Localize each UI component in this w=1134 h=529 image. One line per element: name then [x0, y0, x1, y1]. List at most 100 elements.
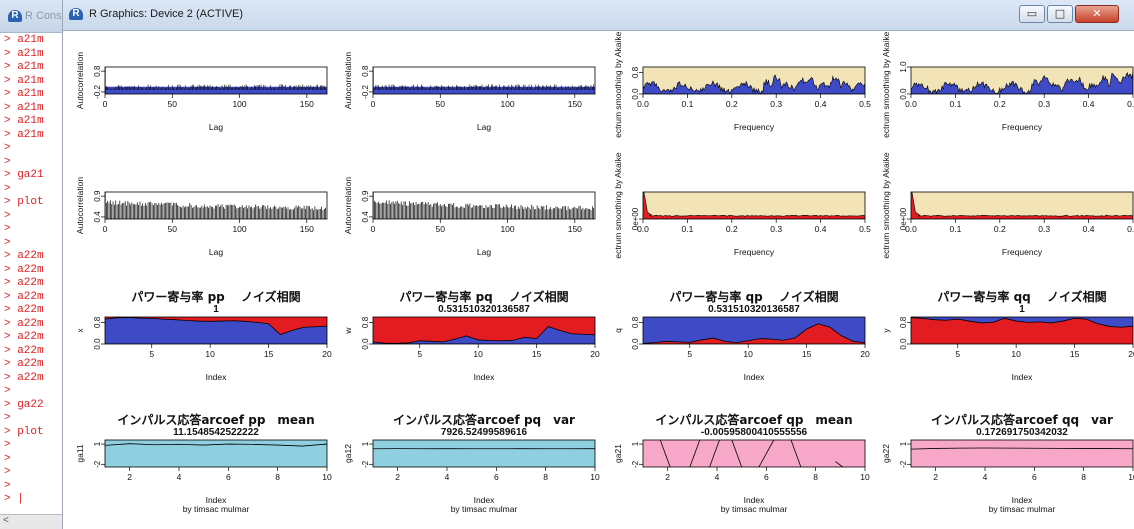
r-console-window[interactable]: R R Cons > a21m > a21m > a21m > a21m > a21m >… [0, 0, 63, 529]
x-tick-label: 0.5 [859, 99, 871, 109]
y-axis-label: w [343, 327, 353, 335]
x-axis-label: Index [474, 372, 496, 382]
y-axis-label: Autocorrelation [343, 52, 353, 109]
x-tick-label: 0 [103, 224, 108, 234]
console-line: > a22m [4, 331, 44, 343]
device-title-bar[interactable]: R R Graphics: Device 2 (ACTIVE) ▭ □ ✕ [63, 0, 1134, 31]
x-tick-label: 100 [232, 224, 246, 234]
plot-marks [373, 192, 595, 219]
close-icon: ✕ [1092, 7, 1102, 20]
x-axis-label: Frequency [734, 122, 775, 132]
console-output[interactable]: > a21m > a21m > a21m > a21m > a21m > a21m > a2… [4, 34, 62, 507]
x-tick-label: 6 [1032, 472, 1037, 482]
x-axis-label: Index [206, 372, 228, 382]
minimize-button[interactable]: ▭ [1019, 5, 1045, 23]
x-tick-label: 0 [103, 99, 108, 109]
impulse-segment [731, 440, 743, 467]
y-tick-label: -0.2 [93, 84, 102, 98]
scroll-left-arrow-icon[interactable]: < [3, 515, 9, 526]
x-tick-label: 10 [205, 349, 215, 359]
x-tick-label: 150 [300, 224, 314, 234]
x-tick-label: 0.2 [726, 224, 738, 234]
plot-frame [104, 316, 328, 345]
plot-marks [911, 71, 1133, 94]
x-tick-label: 6 [226, 472, 231, 482]
console-line: > [4, 155, 11, 168]
x-tick-label: 150 [568, 224, 582, 234]
plot-background [643, 192, 865, 219]
y-tick-label: 0.8 [631, 66, 640, 78]
console-line: > a22m [4, 317, 44, 330]
console-title: R Cons [25, 10, 62, 22]
spectrum-area [911, 192, 1133, 219]
chart-spec2: 0.0 0.1 0.2 0.3 0.4 0.5 0.0 1.0 Frequency ectrum … [881, 31, 1134, 138]
plot-canvas: 0 50 100 150 -0.2 0.8 Lag Autocorrelation 0 50 100… [63, 31, 1134, 529]
x-tick-label: 5 [687, 349, 692, 359]
close-button[interactable]: ✕ [1075, 5, 1119, 23]
y-axis-label: Autocorrelation [75, 52, 85, 109]
chart-title: インパルス応答arcoef pp mean [117, 412, 314, 427]
x-tick-label: 8 [275, 472, 280, 482]
console-line: > a21m [4, 74, 44, 87]
console-title-bar[interactable]: R R Cons [0, 0, 62, 33]
plot-marks [659, 440, 844, 467]
x-tick-label: 0.2 [726, 99, 738, 109]
x-tick-label: 5 [417, 349, 422, 359]
x-tick-label: 50 [436, 99, 446, 109]
chart-sub-label: by timsac mulmar [451, 504, 518, 514]
chart-title: インパルス応答arcoef qq var [931, 412, 1113, 427]
x-tick-label: 10 [1128, 472, 1134, 482]
y-axis-label: ga21 [613, 444, 623, 463]
plot-frame [910, 439, 1134, 468]
console-line: > a22m [4, 304, 44, 316]
console-line: > a22m [4, 344, 44, 357]
x-tick-label: 0.0 [905, 224, 917, 234]
x-tick-label: 2 [395, 472, 400, 482]
x-axis-label: Index [1012, 372, 1034, 382]
chart-title: パワー寄与率 pq ノイズ相関 [399, 289, 568, 304]
x-tick-label: 0.3 [770, 224, 782, 234]
plot-frame [372, 191, 596, 220]
impulse-line [911, 447, 1133, 450]
plot-marks [105, 317, 327, 344]
x-tick-label: 15 [1070, 349, 1080, 359]
x-axis-label: Lag [477, 122, 491, 132]
area-series-red [911, 317, 1133, 344]
x-tick-label: 100 [232, 99, 246, 109]
x-tick-label: 20 [860, 349, 870, 359]
chart-sub-label: by timsac mulmar [721, 504, 788, 514]
r-graphics-device-window[interactable]: R R Graphics: Device 2 (ACTIVE) ▭ □ ✕ 0 5… [63, 0, 1134, 529]
console-horizontal-scrollbar[interactable]: < [0, 514, 62, 529]
console-line: > a22m [4, 371, 44, 384]
console-line: > plot [4, 425, 44, 438]
chart-acf3: 0 50 100 150 0.4 0.9 Lag Autocorrelation [75, 177, 328, 257]
y-axis-label: q [613, 328, 623, 333]
plot-frame [642, 66, 866, 95]
plot-frame [372, 66, 596, 95]
x-axis-label: Index [206, 495, 228, 505]
x-tick-label: 50 [436, 224, 446, 234]
x-axis-label: Frequency [734, 247, 775, 257]
console-line: > a22m [4, 263, 44, 276]
x-tick-label: 5 [149, 349, 154, 359]
y-tick-label: 0.0 [631, 338, 640, 350]
maximize-button[interactable]: □ [1047, 5, 1073, 23]
x-tick-label: 6 [764, 472, 769, 482]
x-tick-label: 10 [1011, 349, 1021, 359]
r-logo-icon: R [69, 8, 83, 20]
chart-subtitle: 0.531510320136587 [708, 304, 800, 315]
area-series-blue [105, 317, 327, 344]
x-axis-label: Index [1012, 495, 1034, 505]
x-tick-label: 0 [371, 99, 376, 109]
spectrum-area [911, 71, 1133, 94]
plot-marks [643, 74, 865, 94]
chart-title: パワー寄与率 qp ノイズ相関 [669, 289, 838, 304]
plot-background [911, 192, 1133, 219]
x-tick-label: 2 [933, 472, 938, 482]
x-tick-label: 0.0 [905, 99, 917, 109]
chart-subtitle: 0.172691750342032 [976, 427, 1068, 438]
